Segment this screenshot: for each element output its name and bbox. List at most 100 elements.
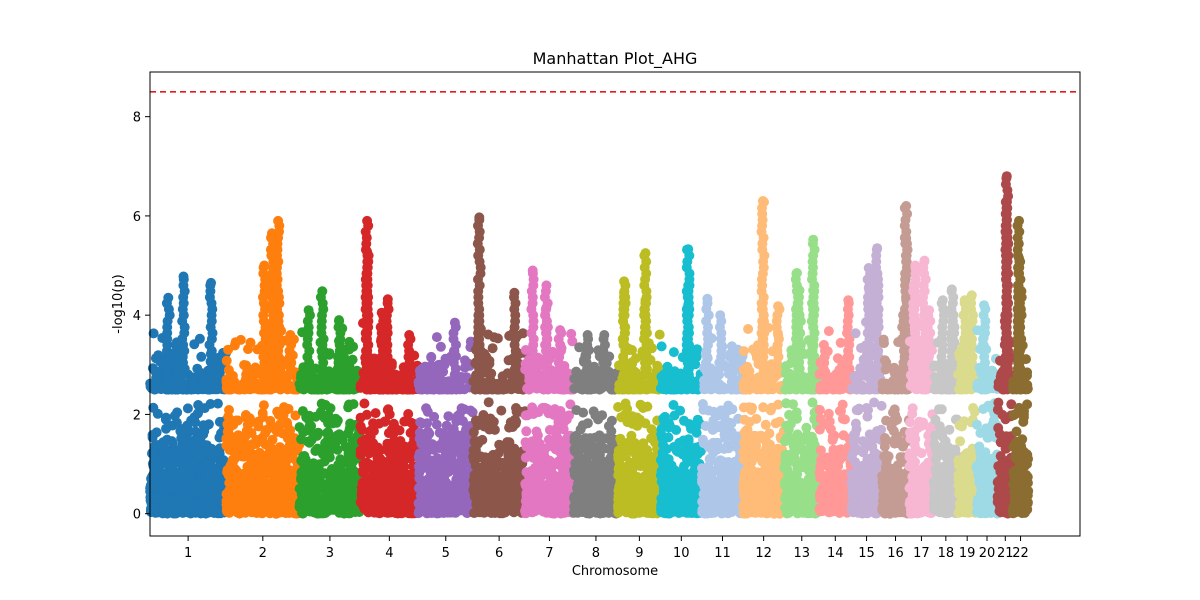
snp-point xyxy=(257,432,268,443)
snp-point xyxy=(414,380,425,391)
snp-point xyxy=(426,351,437,362)
snp-point xyxy=(190,487,201,498)
snp-point xyxy=(327,475,338,486)
snp-point xyxy=(443,484,454,495)
snp-point xyxy=(173,380,184,391)
snp-point xyxy=(272,508,283,519)
snp-point xyxy=(359,463,370,473)
snp-point xyxy=(193,382,204,393)
snp-point xyxy=(242,413,253,424)
snp-point xyxy=(520,410,531,421)
snp-point xyxy=(555,438,566,449)
chart-title: Manhattan Plot_AHG xyxy=(533,49,698,69)
snp-point xyxy=(253,416,264,427)
snp-point xyxy=(506,504,517,515)
snp-point xyxy=(150,503,161,514)
snp-point xyxy=(578,488,589,499)
snp-point xyxy=(356,436,367,447)
snp-point xyxy=(453,506,464,516)
snp-point xyxy=(212,484,222,494)
snp-point xyxy=(485,413,496,424)
snp-point xyxy=(570,504,581,515)
snp-point xyxy=(226,458,237,469)
snp-point xyxy=(484,424,495,435)
snp-point xyxy=(596,378,607,389)
snp-point xyxy=(468,427,479,438)
snp-point xyxy=(268,447,279,458)
peak-snp-point xyxy=(178,271,189,282)
snp-point xyxy=(277,470,287,481)
snp-point xyxy=(190,417,201,428)
snp-point xyxy=(422,406,433,417)
snp-point xyxy=(424,383,435,394)
snp-point xyxy=(402,507,413,518)
snp-point xyxy=(337,455,348,466)
snp-point xyxy=(442,432,453,442)
snp-point xyxy=(270,496,281,507)
snp-point xyxy=(240,488,251,499)
snp-point xyxy=(597,410,608,421)
snp-point xyxy=(279,402,289,413)
snp-point xyxy=(470,445,481,455)
peak-snp-point xyxy=(285,330,296,340)
snp-point xyxy=(490,508,500,518)
snp-point xyxy=(225,495,236,506)
snp-point xyxy=(174,445,185,456)
snp-point xyxy=(241,440,252,451)
snp-point xyxy=(249,491,260,502)
peak-snp-point xyxy=(555,325,566,336)
snp-point xyxy=(197,505,207,516)
snp-point xyxy=(417,475,428,486)
snp-point xyxy=(368,438,379,449)
snp-point xyxy=(541,454,552,465)
snp-point xyxy=(501,466,512,477)
snp-point xyxy=(431,419,442,430)
snp-point xyxy=(370,408,381,419)
snp-point xyxy=(243,344,253,355)
snp-point xyxy=(233,430,244,441)
snp-point xyxy=(361,409,372,420)
snp-point xyxy=(250,383,261,394)
snp-point xyxy=(300,454,311,465)
peak-snp-point xyxy=(582,330,593,340)
snp-point xyxy=(256,452,267,462)
snp-point xyxy=(441,420,452,431)
snp-point xyxy=(151,492,162,503)
snp-point xyxy=(483,489,494,500)
snp-point xyxy=(521,426,532,437)
snp-point xyxy=(158,504,169,515)
snp-point xyxy=(370,469,381,479)
snp-point xyxy=(212,398,223,409)
snp-point xyxy=(547,475,558,486)
snp-point xyxy=(259,490,270,501)
snp-point xyxy=(214,448,225,459)
snp-point xyxy=(569,373,580,384)
snp-point xyxy=(417,370,428,381)
snp-point xyxy=(453,493,464,504)
snp-point xyxy=(325,403,336,414)
snp-point xyxy=(204,506,215,517)
snp-point xyxy=(504,422,515,433)
snp-point xyxy=(345,418,356,429)
snp-point xyxy=(430,495,441,506)
peak-snp-point xyxy=(474,212,485,223)
snp-point xyxy=(178,482,189,492)
peak-snp-point xyxy=(362,289,373,300)
snp-point xyxy=(556,450,567,461)
snp-point xyxy=(159,474,170,485)
snp-point xyxy=(435,341,446,352)
peak-snp-point xyxy=(362,246,373,257)
snp-point xyxy=(375,384,386,395)
snp-point xyxy=(211,464,222,475)
peak-snp-point xyxy=(382,294,393,305)
snp-point xyxy=(527,402,538,413)
snp-point xyxy=(152,408,163,419)
snp-point xyxy=(153,481,164,492)
snp-point xyxy=(312,499,323,510)
snp-point xyxy=(502,437,513,448)
snp-point xyxy=(319,413,330,423)
snp-point xyxy=(525,500,536,511)
snp-point xyxy=(299,501,309,512)
snp-point xyxy=(170,483,180,494)
snp-point xyxy=(167,438,178,449)
